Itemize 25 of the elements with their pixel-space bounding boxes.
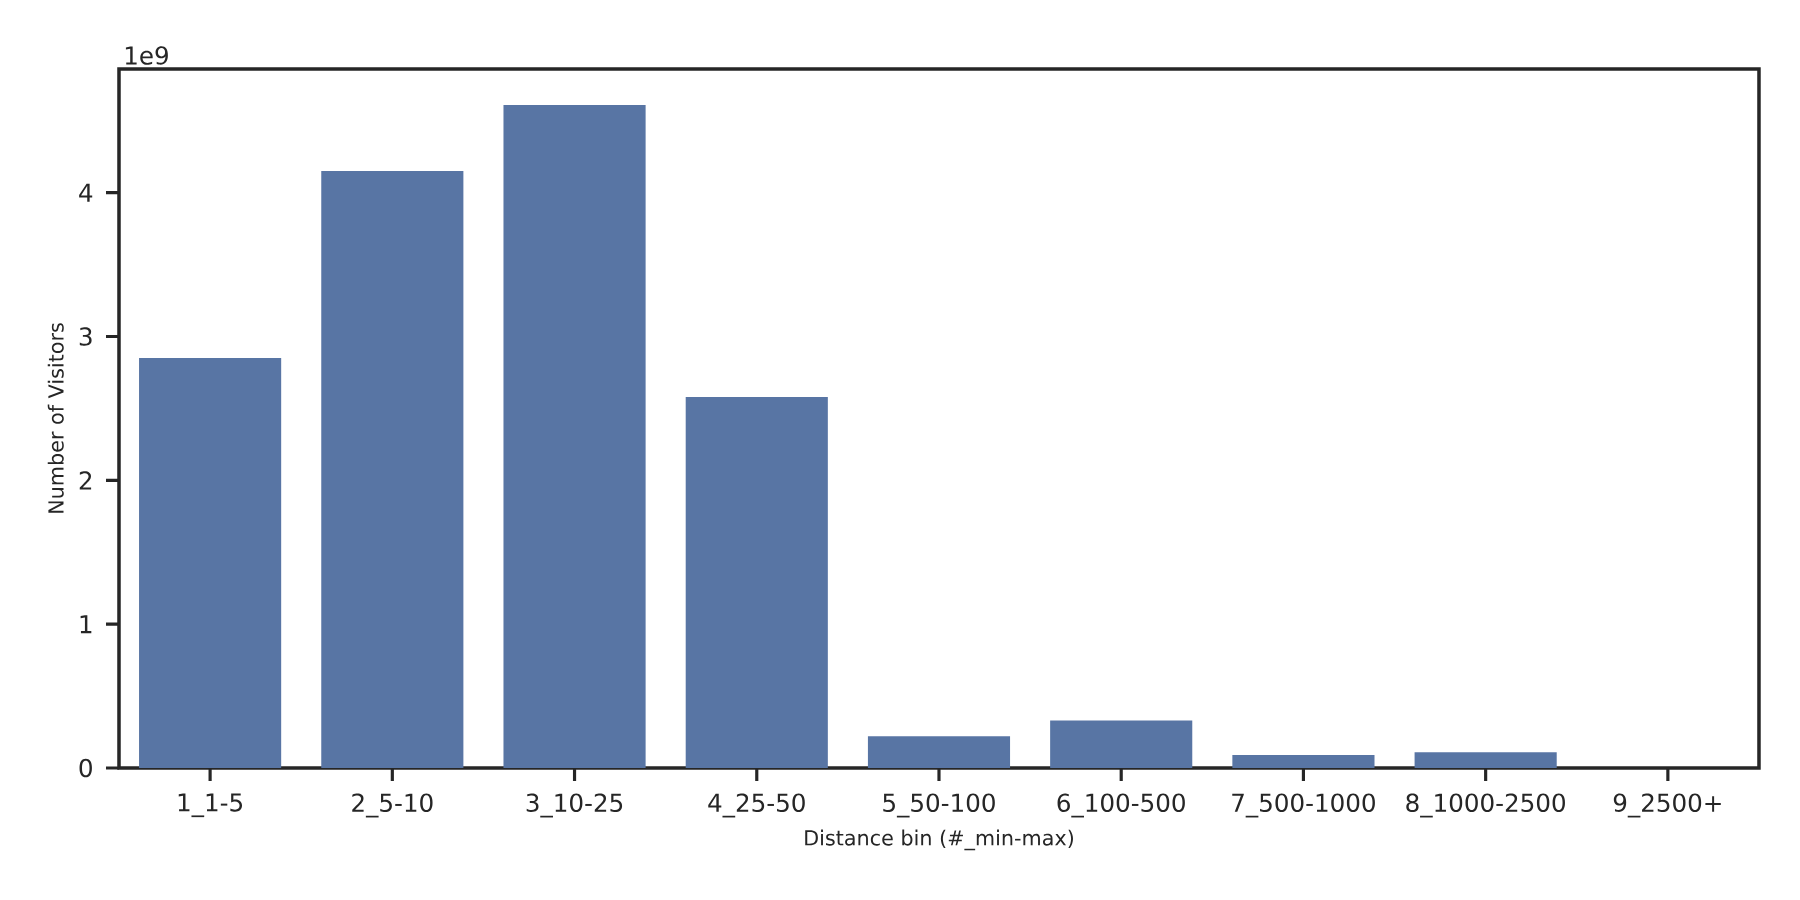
x-tick-label: 8_1000-2500	[1406, 793, 1565, 818]
x-tick-label: 6_100-500	[1057, 793, 1185, 818]
bar	[321, 171, 464, 768]
bar	[139, 358, 282, 768]
x-tick-label: 9_2500+	[1613, 793, 1721, 818]
x-tick-label: 7_500-1000	[1232, 793, 1375, 818]
y-tick-label: 3	[79, 327, 92, 346]
y-tick-label: 4	[79, 183, 93, 202]
bar	[1414, 752, 1557, 768]
bar	[503, 104, 646, 768]
x-tick-label: 5_50-100	[883, 793, 995, 818]
x-tick-label: 1_1-5	[178, 793, 243, 818]
x-tick-label: 2_5-10	[352, 793, 433, 818]
x-tick-label: 3_10-25	[526, 793, 623, 818]
y-axis-title: Number of Visitors	[47, 323, 64, 513]
bar	[867, 736, 1011, 768]
x-tick-label: 4_25-50	[708, 793, 805, 818]
x-axis-title: Distance bin (#_min-max)	[805, 829, 1073, 851]
bar	[1050, 720, 1193, 768]
y-tick-label: 0	[79, 758, 92, 778]
bar	[1232, 755, 1375, 768]
text: 1e9	[125, 46, 168, 65]
y-tick-label: 2	[79, 471, 92, 490]
y-tick-label: 1	[80, 615, 92, 634]
bar	[685, 396, 828, 768]
